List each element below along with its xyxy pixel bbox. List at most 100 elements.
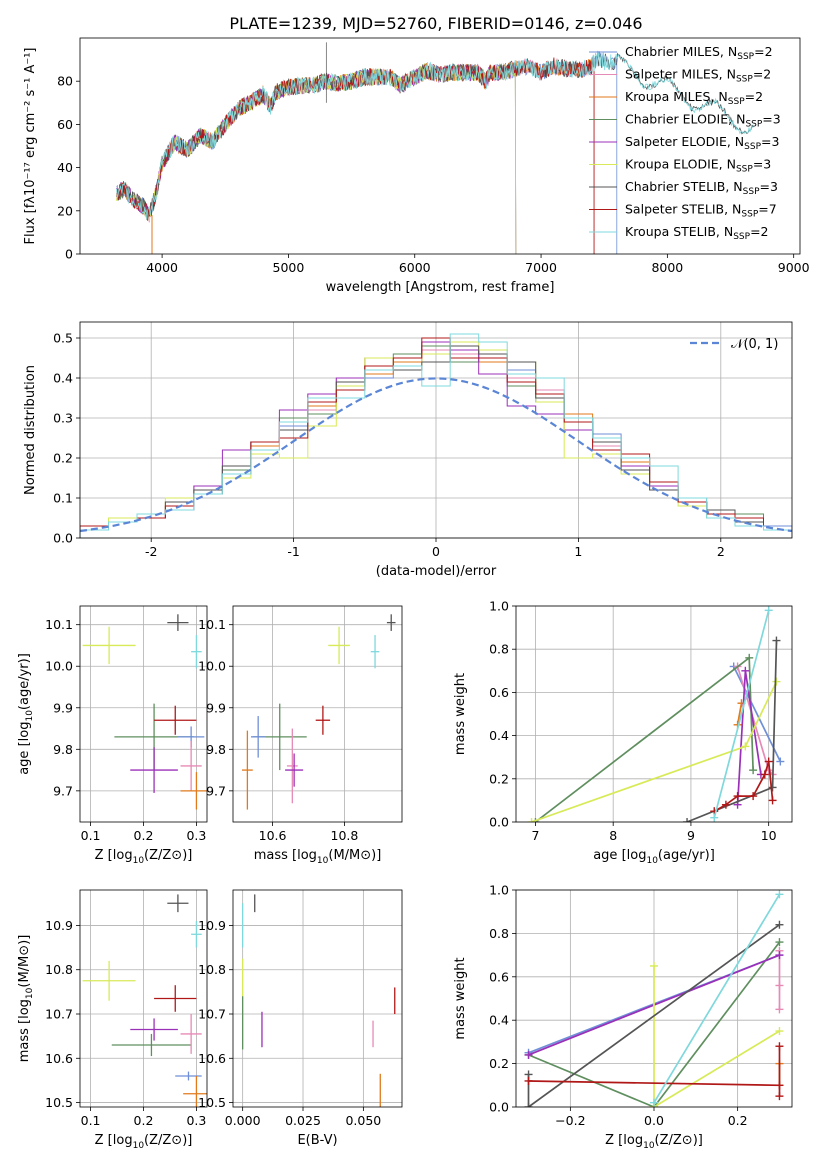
weight-line — [528, 941, 781, 1107]
z-mass-ytick-label: 10.6 — [45, 1051, 73, 1066]
z-weight-ytick-label: 1.0 — [489, 883, 509, 898]
legend-name: Kroupa ELODIE, N — [625, 157, 736, 172]
legend-suffix: =3 — [762, 112, 780, 127]
spectrum-xtick-label: 9000 — [778, 260, 810, 275]
z-age-ylabel: age [log10(age/yr)] — [17, 653, 35, 775]
z-mass-ytick-label: 10.8 — [45, 962, 73, 977]
z-mass-frame — [79, 889, 208, 1108]
legend-name: Chabrier MILES, N — [625, 44, 737, 59]
errorbar-point — [130, 747, 178, 793]
legend-name: Kroupa STELIB, N — [625, 224, 733, 239]
legend-suffix: =7 — [758, 202, 776, 217]
ebv-mass-ytick-label: 10.9 — [198, 918, 226, 933]
label-part: log — [627, 848, 647, 863]
z-age-ytick-label: 9.8 — [53, 742, 73, 757]
z-age-ytick-label: 10.1 — [45, 617, 73, 632]
label-part: log — [297, 848, 317, 863]
residuals-xtick-label: 1 — [574, 544, 582, 559]
label-part: log — [113, 1133, 133, 1148]
legend-subscript: SSP — [728, 97, 745, 107]
residuals-marks — [80, 333, 792, 538]
z-age-axes: 0.1 0.2 0.39.79.89.910.010.1Z [log10(Z/Z⊙)… — [17, 606, 207, 866]
z-weight-ytick-label: 0.6 — [489, 969, 509, 984]
label-subscript: 10 — [25, 710, 35, 722]
z-weight-xtick-label: 0.2 — [728, 1113, 748, 1128]
spectrum-xtick-label: 8000 — [651, 260, 683, 275]
ebv-mass-ytick-label: 10.8 — [198, 962, 226, 977]
z-age-xlabel: Z [log10(Z/Z⊙)] — [95, 848, 193, 866]
residuals-legend: 𝒩(0, 1) — [690, 337, 778, 352]
mass-age-marks — [241, 614, 396, 810]
ebv-mass-axes: 0.000 0.025 0.050 10.5 10.6 10.7 10.8 10.9 E(B-V… — [198, 890, 402, 1148]
z-mass-xtick-label: 0.2 — [134, 1113, 154, 1128]
residuals-ytick-label: 0.2 — [53, 451, 73, 466]
legend-label: Salpeter STELIB, NSSP=7 — [625, 202, 777, 220]
histogram-kroupa-stelib — [80, 333, 792, 538]
label-part: mass weight — [453, 957, 468, 1039]
age-weight-ytick-label: 0.8 — [489, 642, 509, 657]
legend-name: Kroupa MILES, N — [625, 89, 728, 104]
legend-suffix: =2 — [750, 224, 768, 239]
ebv-mass-ytick-label: 10.7 — [198, 1007, 226, 1022]
label-part: Flux [fλ10⁻¹⁷ erg cm⁻² s⁻¹ A⁻¹] — [23, 48, 38, 245]
label-subscript: 10 — [643, 1141, 655, 1151]
legend-subscript: SSP — [745, 120, 762, 130]
mass-age-ytick-label: 10.1 — [198, 617, 226, 632]
z-age-frame — [79, 605, 208, 823]
legend-name: Chabrier STELIB, N — [625, 179, 743, 194]
age-weight-ytick-label: 0.2 — [489, 771, 509, 786]
label-part: wavelength [Angstrom, rest frame] — [326, 280, 555, 295]
legend-label: 𝒩(0, 1) — [731, 337, 778, 352]
weight-line — [527, 924, 780, 1107]
mass-age-xtick-label: 10.6 — [259, 828, 287, 843]
z-mass-ytick-label: 10.5 — [45, 1095, 73, 1110]
errorbar-point — [191, 921, 202, 948]
ebv-mass-ytick-label: 10.6 — [198, 1051, 226, 1066]
z-mass-ytick-label: 10.7 — [45, 1007, 73, 1022]
weight-line — [528, 1046, 781, 1097]
errorbar-point — [180, 772, 207, 810]
normal-reference-curve — [80, 377, 792, 533]
z-age-xtick-label: 0.2 — [134, 828, 154, 843]
ebv-mass-xlabel: E(B-V) — [297, 1133, 337, 1148]
spectrum-line — [116, 52, 754, 219]
label-part: (Z/Z⊙)] — [144, 848, 192, 863]
legend-label: Salpeter MILES, NSSP=2 — [625, 67, 771, 85]
label-part: mass weight — [453, 673, 468, 755]
weight-line — [653, 966, 780, 1107]
label-subscript: 10 — [317, 856, 329, 866]
age-weight-xlabel: age [log10(age/yr)] — [593, 848, 715, 866]
z-weight-ylabel: mass weight — [453, 957, 468, 1039]
age-weight-xtick-label: 8 — [609, 828, 617, 843]
residuals-xtick-label: 0 — [432, 544, 440, 559]
label-part: mass [ — [17, 1019, 32, 1062]
errorbar-point — [328, 626, 350, 665]
legend-subscript: SSP — [736, 165, 753, 175]
residuals-xtick-label: -1 — [287, 544, 299, 559]
residuals-ytick-label: 0.3 — [53, 411, 73, 426]
age-weight-frame — [515, 605, 793, 823]
z-mass-ytick-label: 10.9 — [45, 918, 73, 933]
label-part: log — [623, 1133, 643, 1148]
legend-name: Salpeter MILES, N — [625, 67, 736, 82]
errorbar-point — [154, 985, 197, 1012]
legend-suffix: =2 — [745, 89, 763, 104]
age-weight-xtick-label: 9 — [687, 828, 695, 843]
legend-suffix: =3 — [761, 134, 779, 149]
residuals-ytick-label: 0.4 — [53, 371, 73, 386]
z-age-ytick-label: 9.9 — [53, 700, 73, 715]
mass-age-xlabel: mass [log10(M/M⊙)] — [254, 848, 382, 866]
legend-subscript: SSP — [743, 187, 760, 197]
z-weight-ytick-label: 0.2 — [489, 1056, 509, 1071]
errorbar-point — [111, 1033, 192, 1057]
residuals-xtick-label: 2 — [717, 544, 725, 559]
age-weight-ytick-label: 1.0 — [489, 599, 509, 614]
legend-name: Chabrier ELODIE, N — [625, 112, 745, 127]
spectrum-line — [116, 64, 517, 254]
legend-label: Salpeter ELODIE, NSSP=3 — [625, 134, 779, 152]
legend-name: Salpeter STELIB, N — [625, 202, 741, 217]
residuals-ytick-label: 0.0 — [53, 531, 73, 546]
weight-line — [653, 893, 781, 1104]
z-weight-frame — [515, 889, 793, 1108]
